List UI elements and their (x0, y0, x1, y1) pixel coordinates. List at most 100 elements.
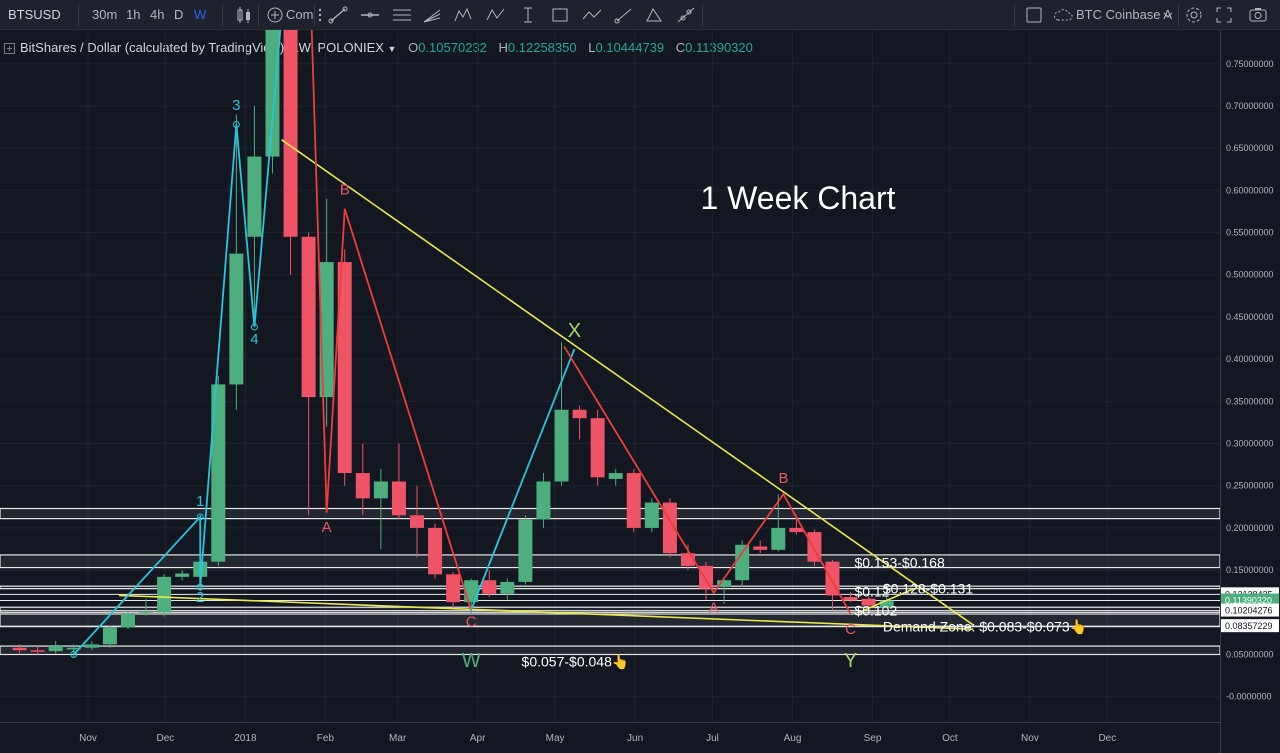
candle-body[interactable] (879, 600, 894, 608)
horizontal-line-tool-icon[interactable] (358, 4, 382, 26)
fullscreen-icon[interactable] (1212, 4, 1236, 26)
candle-body[interactable] (84, 644, 99, 648)
y-axis-tick-label: 0.70000000 (1226, 101, 1274, 111)
y-axis-tick-label: 0.05000000 (1226, 649, 1274, 659)
candle-body[interactable] (30, 650, 45, 652)
interval-4h[interactable]: 4h (150, 7, 165, 22)
candle-body[interactable] (482, 580, 497, 594)
candle-body[interactable] (843, 597, 858, 601)
candle-body[interactable] (283, 30, 298, 237)
candle-body[interactable] (48, 646, 63, 652)
interval-w[interactable]: W (194, 7, 207, 22)
interval-1h[interactable]: 1h (126, 7, 141, 22)
candle-body[interactable] (265, 30, 280, 157)
candle-body[interactable] (717, 580, 732, 587)
trend-line[interactable] (281, 139, 974, 626)
ray-tool-icon[interactable] (612, 4, 636, 26)
candle-body[interactable] (771, 527, 786, 550)
candle-body[interactable] (410, 515, 424, 528)
candle-body[interactable] (247, 156, 262, 237)
candle-body[interactable] (66, 647, 81, 650)
candle-body[interactable] (120, 613, 135, 628)
watch-symbol[interactable]: BTC Coinbase A (1076, 7, 1173, 22)
candle-body[interactable] (518, 519, 533, 582)
trend-line-tool-icon[interactable] (326, 4, 350, 26)
candle-body[interactable] (699, 565, 714, 589)
candle-body[interactable] (590, 418, 605, 478)
candle-body[interactable] (572, 409, 587, 419)
candle-body[interactable] (536, 481, 551, 520)
candle-body[interactable] (391, 481, 406, 516)
correction-wave-path[interactable] (470, 348, 576, 611)
gear-icon[interactable] (1182, 4, 1206, 26)
drag-handle-icon[interactable] (314, 4, 326, 26)
pitchfork-tool-icon[interactable] (420, 4, 444, 26)
candle-body[interactable] (157, 576, 172, 613)
candle-body[interactable] (554, 409, 569, 482)
checkbox-icon[interactable] (1022, 4, 1046, 26)
candle-body[interactable] (175, 573, 190, 577)
price-tag: 0.10204276 (1225, 606, 1273, 616)
price-annotation: $0.12 (854, 583, 889, 599)
measure-tool-icon[interactable] (516, 4, 540, 26)
x-axis-tick-label: Nov (1021, 733, 1039, 744)
triangle-tool-icon[interactable] (642, 4, 666, 26)
candle-body[interactable] (735, 544, 750, 581)
legend-collapse-icon[interactable] (4, 43, 15, 54)
candle-body[interactable] (861, 598, 876, 606)
elliott-wave-tool-icon[interactable] (452, 4, 476, 26)
trend-line[interactable] (118, 594, 974, 630)
candle-body[interactable] (753, 546, 768, 550)
candle-body[interactable] (446, 574, 461, 603)
path-tool-icon[interactable] (580, 4, 604, 26)
wave-point-marker (250, 323, 258, 331)
correction-wave-path[interactable] (309, 30, 473, 611)
candle-body[interactable] (608, 473, 623, 479)
candle-body[interactable] (301, 236, 316, 398)
candle-body[interactable] (626, 473, 641, 528)
candle-body[interactable] (337, 262, 352, 474)
chevron-down-icon[interactable] (1160, 4, 1176, 26)
x-axis-tick-label: 2018 (234, 733, 257, 744)
y-axis-tick-label: 0.40000000 (1226, 354, 1274, 364)
wave-label: Y (844, 650, 857, 672)
toolbar-separator (702, 4, 703, 26)
y-axis-tick-label: 0.35000000 (1226, 396, 1274, 406)
price-annotation: $0.153-$0.168 (854, 555, 945, 571)
candle-body[interactable] (355, 473, 370, 499)
y-axis-tick-label: 0.20000000 (1226, 523, 1274, 533)
compare-button[interactable]: Com (286, 7, 314, 22)
wave-label: C (466, 614, 477, 631)
y-axis-tick-label: 0.55000000 (1226, 228, 1274, 238)
candle-body[interactable] (428, 527, 443, 575)
price-chart[interactable]: 1234ABCWXABCY$0.153-$0.168$0.128-$0.131$… (0, 30, 1280, 753)
correction-wave-path[interactable] (563, 345, 852, 615)
toolbar-separator (258, 4, 259, 26)
open-label: O (408, 40, 419, 55)
y-axis-tick-label: 0.45000000 (1226, 312, 1274, 322)
candle-body[interactable] (12, 647, 27, 651)
extended-line-tool-icon[interactable] (674, 4, 698, 26)
candle-body[interactable] (500, 581, 515, 594)
interval-30m[interactable]: 30m (92, 7, 118, 22)
candles-icon[interactable] (232, 4, 256, 26)
candle-body[interactable] (229, 253, 244, 385)
candle-body[interactable] (373, 481, 388, 499)
impulse-wave-path[interactable] (73, 30, 291, 656)
candle-body[interactable] (319, 262, 334, 398)
symbol-search[interactable]: BTSUSD (8, 7, 61, 22)
camera-icon[interactable] (1246, 4, 1270, 26)
candle-body[interactable] (139, 612, 154, 614)
trend-line[interactable] (859, 587, 915, 614)
toolbar-separator (1014, 4, 1015, 26)
candle-body[interactable] (644, 502, 659, 528)
plus-circle-icon[interactable] (264, 4, 288, 26)
parallel-channel-tool-icon[interactable] (390, 4, 414, 26)
candle-body[interactable] (102, 627, 117, 645)
candle-body[interactable] (789, 527, 804, 533)
chevron-down-icon[interactable]: ▼ (387, 44, 397, 54)
rectangle-tool-icon[interactable] (548, 4, 572, 26)
candle-body[interactable] (211, 384, 226, 562)
abcd-pattern-tool-icon[interactable] (484, 4, 508, 26)
interval-d[interactable]: D (174, 7, 184, 22)
